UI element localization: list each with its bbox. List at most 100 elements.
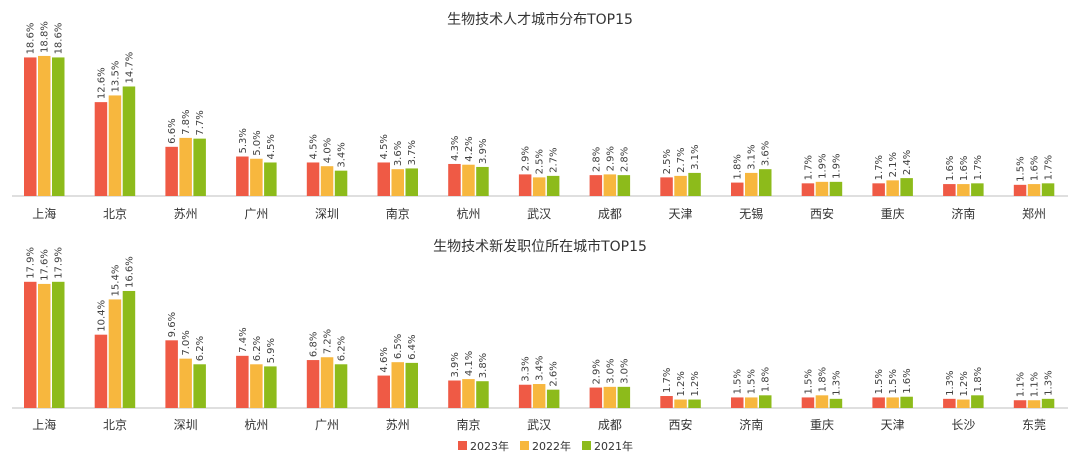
bar — [617, 175, 631, 196]
data-label: 1.5% — [1016, 156, 1027, 181]
bar — [532, 384, 546, 408]
data-label: 15.4% — [110, 265, 121, 297]
bar — [532, 177, 546, 196]
data-label: 7.7% — [195, 110, 206, 135]
data-label: 3.6% — [761, 141, 772, 166]
x-tick-label: 北京 — [103, 418, 127, 432]
data-label: 1.6% — [959, 156, 970, 181]
x-tick-label: 南京 — [386, 206, 410, 221]
x-tick-label: 深圳 — [315, 207, 339, 221]
bar — [122, 290, 136, 408]
bar — [518, 384, 532, 408]
data-label: 18.6% — [54, 23, 65, 55]
bar — [674, 399, 687, 408]
bar — [971, 395, 984, 408]
data-label: 3.1% — [690, 144, 701, 169]
data-label: 1.8% — [817, 367, 828, 392]
bar — [900, 178, 913, 196]
data-label: 3.0% — [619, 358, 630, 383]
bar — [306, 162, 320, 196]
x-tick-label: 西安 — [669, 417, 693, 432]
data-label: 13.5% — [110, 61, 121, 93]
bar — [193, 364, 206, 408]
x-tick-label: 郑州 — [1022, 206, 1046, 221]
data-label: 17.9% — [54, 247, 65, 279]
data-label: 1.2% — [690, 371, 701, 396]
x-tick-label: 深圳 — [174, 418, 198, 432]
x-tick-label: 杭州 — [456, 206, 480, 221]
data-label: 1.7% — [1044, 155, 1055, 180]
bar — [1027, 400, 1041, 408]
bar — [264, 162, 277, 196]
data-label: 1.1% — [1016, 372, 1027, 397]
legend-label: 2023年 — [470, 439, 509, 453]
x-tick-label: 上海 — [32, 417, 56, 432]
bar — [193, 138, 206, 196]
data-label: 2.9% — [521, 146, 532, 171]
legend-swatch — [458, 441, 467, 450]
bar — [815, 395, 829, 408]
bar — [731, 397, 744, 408]
legend-swatch — [520, 441, 529, 450]
data-label: 4.2% — [464, 136, 475, 161]
data-label: 3.0% — [605, 358, 616, 383]
data-label: 7.0% — [181, 330, 192, 355]
legend-swatch — [582, 441, 591, 450]
x-tick-label: 广州 — [315, 418, 339, 432]
bar — [617, 386, 631, 408]
data-label: 16.6% — [124, 256, 135, 288]
x-tick-label: 武汉 — [527, 207, 551, 221]
bar — [52, 57, 65, 197]
data-label: 1.7% — [803, 155, 814, 180]
data-label: 2.5% — [535, 149, 546, 174]
bar — [391, 169, 404, 196]
bar — [462, 379, 475, 408]
data-label: 17.6% — [40, 249, 51, 281]
data-label: 7.2% — [323, 329, 334, 354]
data-label: 1.8% — [761, 367, 772, 392]
data-label: 4.6% — [379, 347, 390, 372]
data-label: 1.5% — [733, 369, 744, 394]
data-label: 1.9% — [831, 153, 842, 178]
x-tick-label: 无锡 — [739, 206, 763, 221]
bar — [801, 397, 815, 408]
bar — [589, 175, 603, 196]
data-label: 4.0% — [323, 138, 334, 163]
bar — [886, 397, 899, 408]
x-tick-label: 重庆 — [810, 418, 834, 432]
data-label: 1.6% — [1030, 156, 1041, 181]
data-label: 18.6% — [26, 23, 37, 55]
bar — [320, 357, 334, 408]
data-label: 1.9% — [817, 153, 828, 178]
data-label: 4.5% — [266, 134, 277, 159]
bar — [688, 399, 701, 408]
data-label: 1.6% — [945, 156, 956, 181]
data-label: 2.5% — [662, 149, 673, 174]
data-label: 1.5% — [747, 369, 758, 394]
data-label: 2.9% — [605, 146, 616, 171]
bar — [476, 381, 489, 408]
bar — [759, 169, 772, 196]
bar — [589, 387, 603, 408]
data-label: 4.5% — [309, 134, 320, 159]
bar — [94, 102, 108, 196]
data-label: 1.1% — [1030, 372, 1041, 397]
bar — [872, 397, 885, 408]
bar — [900, 396, 913, 408]
data-label: 3.9% — [450, 352, 461, 377]
data-label: 2.7% — [676, 147, 687, 172]
data-label: 2.9% — [591, 359, 602, 384]
data-label: 7.4% — [238, 327, 249, 352]
data-label: 3.7% — [407, 140, 418, 165]
bar — [24, 281, 37, 408]
bar — [94, 334, 108, 408]
bar — [518, 174, 532, 196]
bar — [165, 146, 178, 196]
data-label: 1.6% — [902, 368, 913, 393]
bar — [306, 360, 320, 408]
chart-title: 生物技术新发职位所在城市TOP15 — [433, 238, 647, 255]
bar — [603, 386, 617, 408]
bar — [829, 181, 843, 196]
